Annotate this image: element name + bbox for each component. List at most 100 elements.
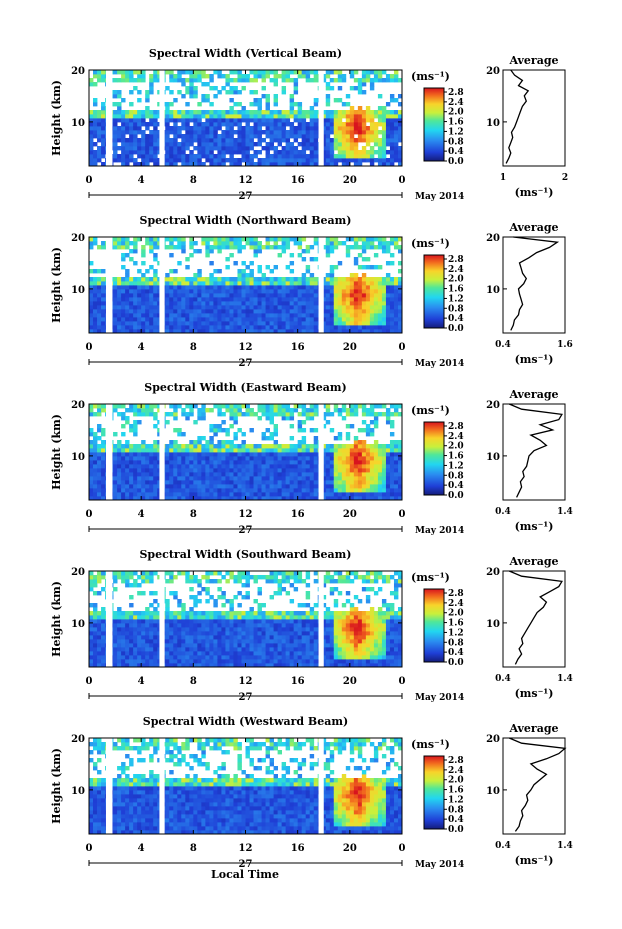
heatmap-cell <box>141 150 146 155</box>
heatmap-cell <box>261 432 266 437</box>
heatmap-cell <box>357 114 363 119</box>
heatmap-cell <box>217 285 222 290</box>
heatmap-cell <box>361 293 367 298</box>
heatmap-cell <box>369 162 375 167</box>
heatmap-cell <box>293 313 299 318</box>
heatmap-cell <box>129 297 134 302</box>
heatmap-cell <box>353 142 359 147</box>
heatmap-cell <box>297 404 303 409</box>
x-tick-label: 4 <box>138 342 145 353</box>
heatmap-cell <box>117 460 122 465</box>
heatmap-cell <box>225 492 230 497</box>
heatmap-cell <box>97 635 102 640</box>
heatmap-cell <box>237 305 242 310</box>
heatmap-cell <box>153 476 158 481</box>
heatmap-cell <box>141 635 146 640</box>
heatmap-cell <box>325 321 331 326</box>
heatmap-cell <box>145 571 150 576</box>
heatmap-cell <box>149 408 154 413</box>
heatmap-cell <box>181 659 186 664</box>
heatmap-cell <box>197 643 202 648</box>
heatmap-cell <box>165 599 170 604</box>
colorbar <box>423 254 445 329</box>
heatmap-cell <box>221 643 226 648</box>
heatmap-cell <box>133 118 138 123</box>
heatmap-cell <box>285 162 291 167</box>
heatmap-cell <box>173 476 178 481</box>
heatmap-cell <box>369 146 375 151</box>
heatmap-cell <box>381 285 387 290</box>
heatmap-cell <box>345 146 351 151</box>
heatmap-cell <box>381 325 387 330</box>
heatmap-cell <box>281 472 287 477</box>
heatmap-cell <box>313 412 319 417</box>
heatmap-cell <box>149 130 154 135</box>
heatmap-cell <box>117 615 122 620</box>
heatmap-cell <box>397 472 403 477</box>
heatmap-cell <box>197 659 202 664</box>
heatmap-cell <box>117 158 122 163</box>
heatmap-cell <box>121 432 126 437</box>
heatmap-cell <box>153 635 158 640</box>
heatmap-cell <box>205 285 210 290</box>
heatmap-cell <box>201 301 206 306</box>
heatmap-cell <box>353 297 359 302</box>
x-tick-label: 12 <box>239 342 253 353</box>
heatmap-cell <box>189 659 194 664</box>
heatmap-cell <box>301 472 307 477</box>
y-tick-label: 20 <box>71 233 85 244</box>
heatmap-cell <box>185 492 190 497</box>
heatmap-cell <box>177 460 182 465</box>
heatmap-cell <box>361 321 367 326</box>
heatmap-cell <box>193 575 198 580</box>
heatmap-cell <box>321 122 327 127</box>
heatmap-cell <box>93 476 98 481</box>
heatmap-cell <box>121 663 126 668</box>
heatmap-cell <box>233 146 238 151</box>
heatmap-cell <box>365 110 371 115</box>
heatmap-cell <box>301 281 307 286</box>
heatmap-cell <box>349 456 355 461</box>
heatmap-cell <box>209 655 214 660</box>
heatmap-cell <box>185 444 190 449</box>
heatmap-cell <box>389 432 395 437</box>
heatmap-cell <box>137 70 142 75</box>
heatmap-cell <box>217 412 222 417</box>
heatmap-cell <box>285 158 291 163</box>
heatmap-cell <box>381 484 387 489</box>
heatmap-cell <box>117 297 122 302</box>
heatmap-cell <box>101 285 106 290</box>
heatmap-cell <box>213 110 218 115</box>
heatmap-cell <box>261 146 266 151</box>
heatmap-cell <box>341 317 347 322</box>
heatmap-cell <box>289 456 295 461</box>
heatmap-cell <box>113 472 118 477</box>
heatmap-cell <box>393 476 399 481</box>
heatmap-cell <box>93 575 98 580</box>
heatmap-cell <box>113 134 118 139</box>
heatmap-cell <box>213 647 218 652</box>
heatmap-cell <box>241 126 246 131</box>
heatmap-cell <box>253 70 258 75</box>
colorbar-tick-label: 2.0 <box>448 442 464 452</box>
heatmap-cell <box>281 297 287 302</box>
heatmap-cell <box>225 130 230 135</box>
heatmap-cell <box>237 285 242 290</box>
heatmap-cell <box>97 150 102 155</box>
avg-y-tick-label: 10 <box>486 452 500 463</box>
heatmap-cell <box>225 90 230 95</box>
heatmap-cell <box>169 237 174 242</box>
heatmap-cell <box>289 452 295 457</box>
x-tick-label: 20 <box>343 509 357 520</box>
heatmap-cell <box>193 293 198 298</box>
heatmap-cell <box>357 496 363 501</box>
heatmap-cell <box>205 472 210 477</box>
heatmap-cell <box>101 659 106 664</box>
heatmap-cell <box>393 448 399 453</box>
heatmap-cell <box>249 130 254 135</box>
heatmap-cell <box>221 639 226 644</box>
heatmap-cell <box>201 456 206 461</box>
heatmap-cell <box>393 98 399 103</box>
heatmap-cell <box>273 448 278 453</box>
heatmap-cell <box>181 412 186 417</box>
